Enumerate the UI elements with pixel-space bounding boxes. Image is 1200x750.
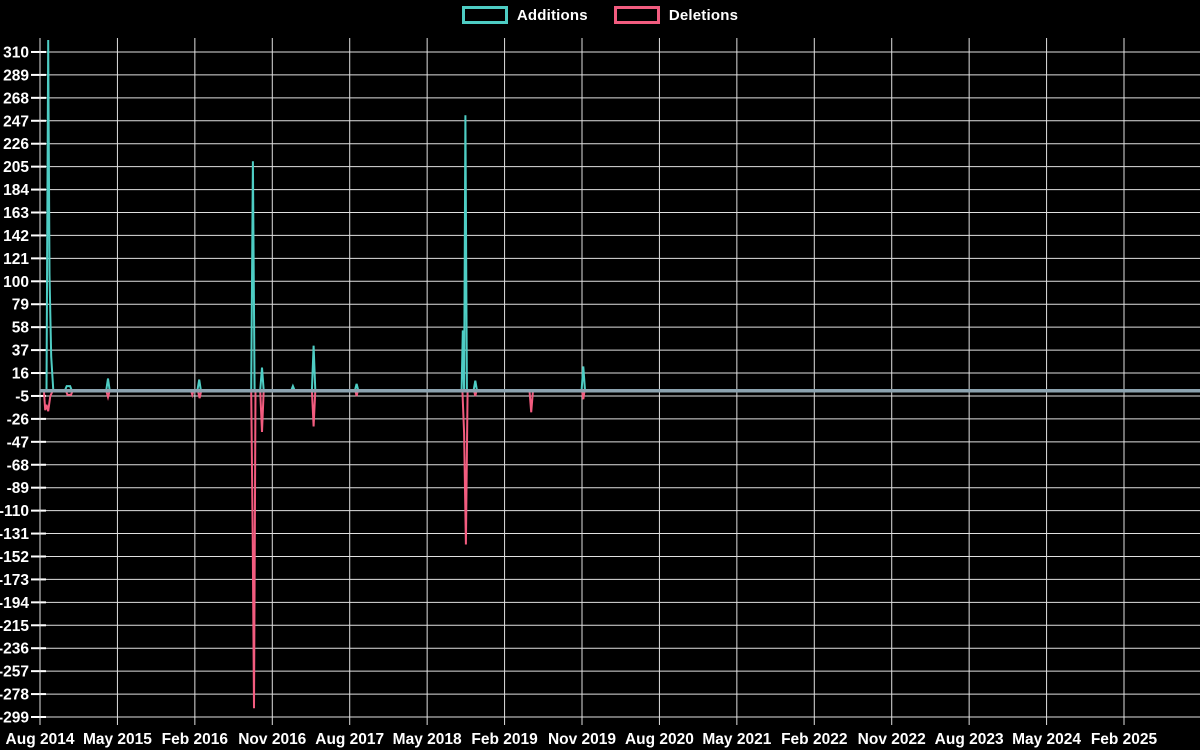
y-tick-label: 37 — [12, 343, 29, 360]
y-tick-label: -194 — [0, 595, 29, 612]
x-tick-label: May 2024 — [1012, 731, 1081, 748]
y-tick-label: -215 — [0, 618, 29, 635]
x-tick-label: May 2015 — [83, 731, 152, 748]
x-tick-label: May 2021 — [702, 731, 771, 748]
y-tick-label: -299 — [0, 710, 29, 727]
y-tick-label: 79 — [12, 297, 30, 314]
y-tick-label: -68 — [7, 457, 30, 474]
legend-item-additions[interactable]: Additions — [461, 6, 588, 24]
y-tick-label: -131 — [0, 526, 29, 543]
y-tick-label: -236 — [0, 641, 29, 658]
additions-line — [40, 39, 1200, 392]
y-tick-label: -89 — [7, 480, 30, 497]
y-tick-label: -152 — [0, 549, 29, 566]
y-tick-label: -278 — [0, 687, 29, 704]
x-tick-label: Nov 2016 — [238, 731, 306, 748]
deletions-line — [40, 389, 1200, 709]
y-tick-label: -26 — [7, 411, 30, 428]
legend-label-additions: Additions — [516, 6, 588, 24]
x-tick-label: Nov 2019 — [548, 731, 616, 748]
y-tick-label: 142 — [3, 228, 29, 245]
y-tick-label: 247 — [3, 113, 29, 130]
x-tick-label: Feb 2019 — [471, 731, 538, 748]
x-tick-label: Aug 2023 — [935, 731, 1004, 748]
y-tick-label: -257 — [0, 664, 29, 681]
y-tick-label: 205 — [3, 159, 29, 176]
x-tick-label: May 2018 — [393, 731, 462, 748]
x-tick-label: Feb 2022 — [781, 731, 847, 748]
x-tick-label: Aug 2020 — [625, 731, 694, 748]
y-tick-label: 226 — [3, 136, 29, 153]
y-tick-label: 184 — [3, 182, 29, 199]
y-tick-label: 163 — [3, 205, 29, 222]
y-tick-label: -5 — [15, 388, 29, 405]
y-tick-label: -47 — [7, 434, 29, 451]
legend-label-deletions: Deletions — [668, 6, 739, 24]
y-tick-label: 58 — [12, 320, 30, 337]
y-tick-label: -110 — [0, 503, 29, 520]
x-tick-label: Nov 2022 — [858, 731, 926, 748]
x-tick-label: Feb 2016 — [162, 731, 229, 748]
y-tick-label: 310 — [3, 44, 29, 61]
y-tick-label: 16 — [12, 366, 30, 383]
deletions-swatch-icon — [613, 6, 660, 24]
x-tick-label: Feb 2025 — [1091, 731, 1158, 748]
chart-legend: Additions Deletions — [0, 6, 1200, 24]
x-tick-label: Aug 2014 — [6, 731, 75, 748]
y-tick-label: 289 — [3, 67, 29, 84]
zero-baseline — [40, 389, 1200, 393]
additions-swatch-icon — [461, 6, 508, 24]
y-tick-label: 100 — [3, 274, 29, 291]
y-tick-label: 268 — [3, 90, 29, 107]
y-tick-label: 121 — [3, 251, 29, 268]
x-tick-label: Aug 2017 — [315, 731, 384, 748]
legend-item-deletions[interactable]: Deletions — [613, 6, 739, 24]
y-tick-label: -173 — [0, 572, 29, 589]
